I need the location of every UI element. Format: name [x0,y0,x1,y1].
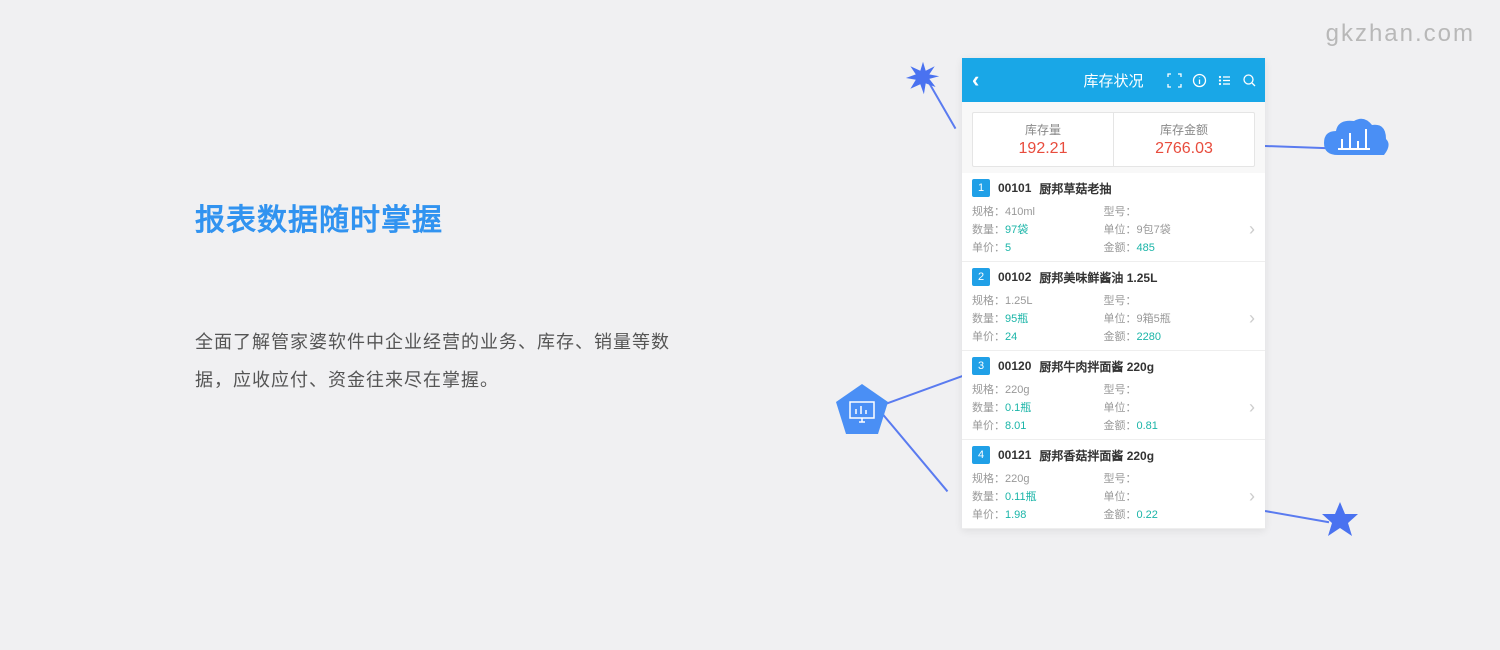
item-amount: 金额：2280 [1104,328,1236,344]
stat-label: 库存金额 [1114,121,1254,138]
item-spec: 规格：410ml [972,203,1104,219]
inventory-list: 100101厨邦草菇老抽规格：410ml型号：›数量：97袋单位：9包7袋单价：… [962,173,1265,529]
item-code: 00102 [998,270,1031,284]
item-spec: 规格：220g [972,470,1104,486]
watermark-text: gkzhan.com [1326,20,1475,48]
item-index: 2 [972,268,990,286]
info-icon[interactable] [1192,73,1207,88]
item-qty: 数量：95瓶 [972,310,1104,326]
item-price: 单价：24 [972,328,1104,344]
star-icon [1320,500,1360,540]
chevron-right-icon[interactable]: › [1235,397,1255,418]
feature-description: 全面了解管家婆软件中企业经营的业务、库存、销量等数据，应收应付、资金往来尽在掌握… [195,324,695,400]
item-unit: 单位： [1104,399,1236,415]
item-name: 厨邦牛肉拌面酱 220g [1039,358,1154,375]
item-code: 00121 [998,448,1031,462]
connector-line [880,375,963,407]
app-header: ‹ 库存状况 [962,58,1265,102]
item-model: 型号： [1104,381,1236,397]
header-title: 库存状况 [1083,70,1143,91]
item-index: 1 [972,179,990,197]
item-model: 型号： [1104,203,1236,219]
stat-label: 库存量 [973,121,1113,138]
cloud-chart-icon [1320,115,1392,169]
pentagon-monitor-icon [832,380,892,440]
item-amount: 金额：485 [1104,239,1236,255]
scan-icon[interactable] [1167,73,1182,88]
item-price: 单价：5 [972,239,1104,255]
stat-stock-qty: 库存量 192.21 [973,113,1114,166]
list-icon[interactable] [1217,73,1232,88]
chevron-right-icon[interactable]: › [1235,486,1255,507]
item-qty: 数量：0.11瓶 [972,488,1104,504]
phone-screen: ‹ 库存状况 库存量 192.21 库存金额 2766.03 1 00101 厨邦草… [962,58,1265,529]
chevron-right-icon[interactable]: › [1235,219,1255,240]
item-code: 00120 [998,359,1031,373]
item-price: 单价：8.01 [972,417,1104,433]
item-unit: 单位：9包7袋 [1104,221,1236,237]
inventory-item[interactable]: 3 00120 厨邦牛肉拌面酱 220g 规格：220g型号：› 数量：0.1瓶单位：单… [962,351,1265,440]
item-name: 厨邦草菇老抽 [1039,180,1111,197]
item-qty: 数量：0.1瓶 [972,399,1104,415]
item-price: 单价：1.98 [972,506,1104,522]
item-qty: 数量：97袋 [972,221,1104,237]
item-name: 厨邦美味鲜酱油 1.25L [1039,269,1157,286]
item-unit: 单位：9箱5瓶 [1104,310,1236,326]
item-unit: 单位： [1104,488,1236,504]
item-index: 3 [972,357,990,375]
item-spec: 规格：220g [972,381,1104,397]
item-model: 型号： [1104,292,1236,308]
item-name: 厨邦香菇拌面酱 220g [1039,447,1154,464]
item-spec: 规格：1.25L [972,292,1104,308]
back-icon[interactable]: ‹ [972,67,979,93]
item-model: 型号： [1104,470,1236,486]
item-amount: 金额：0.22 [1104,506,1236,522]
feature-text-block: 报表数据随时掌握 全面了解管家婆软件中企业经营的业务、库存、销量等数据，应收应付… [195,195,695,400]
inventory-item[interactable]: 2 00102 厨邦美味鲜酱油 1.25L 规格：1.25L型号：› 数量：95瓶单位：… [962,262,1265,351]
item-index: 4 [972,446,990,464]
stat-stock-amount: 库存金额 2766.03 [1114,113,1254,166]
stat-value: 192.21 [973,140,1113,158]
stat-value: 2766.03 [1114,140,1254,158]
inventory-item[interactable]: 4 00121 厨邦香菇拌面酱 220g 规格：220g型号：› 数量：0.11瓶单位：… [962,440,1265,529]
stats-summary: 库存量 192.21 库存金额 2766.03 [972,112,1255,167]
item-amount: 金额：0.81 [1104,417,1236,433]
search-icon[interactable] [1242,73,1257,88]
item-code: 00101 [998,181,1031,195]
inventory-item[interactable]: 1 00101 厨邦草菇老抽规格：410ml型号：› 数量：97袋单位：9包7袋单价：… [962,173,1265,262]
chevron-right-icon[interactable]: › [1235,308,1255,329]
starburst-icon [905,60,941,96]
feature-title: 报表数据随时掌握 [195,195,695,239]
